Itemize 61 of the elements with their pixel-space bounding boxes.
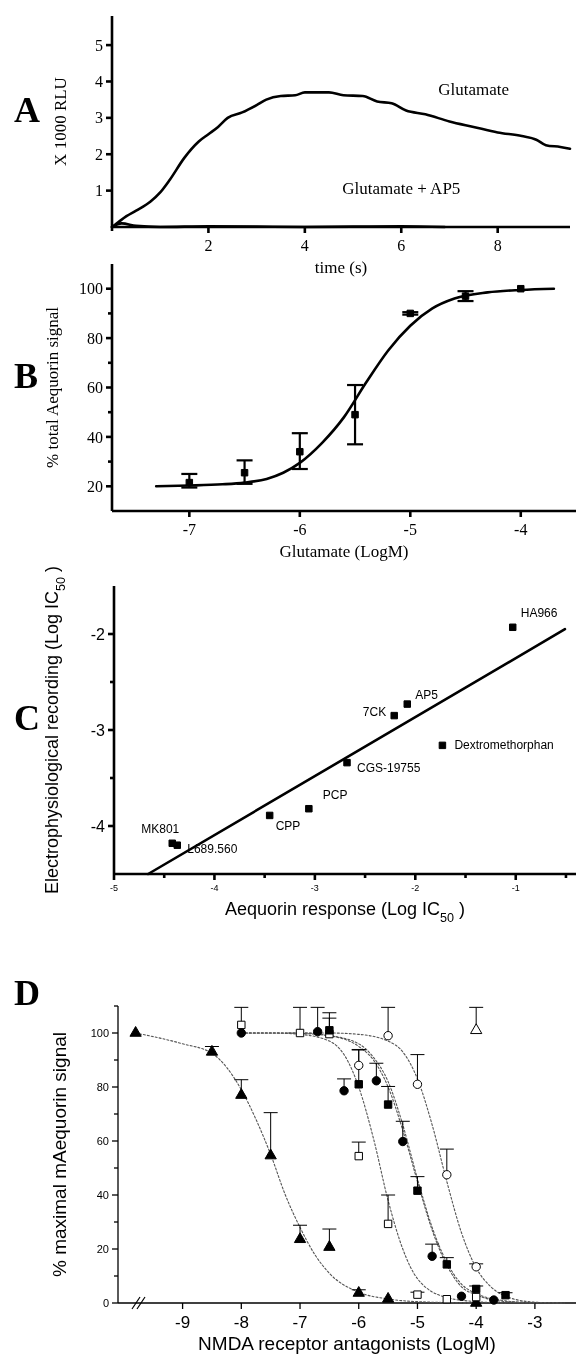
x-tick-label: -3 bbox=[527, 1313, 543, 1332]
x-axis-title: Glutamate (LogM) bbox=[279, 542, 409, 561]
annotation: PCP bbox=[322, 787, 348, 802]
y-tick-label: 1 bbox=[95, 182, 103, 200]
y-tick-label: 60 bbox=[96, 1134, 109, 1147]
x-tick-label: -6 bbox=[293, 521, 307, 538]
y-axis-title: % maximal mAequorin signal bbox=[49, 1032, 70, 1277]
text: B bbox=[14, 355, 39, 396]
series-label: Glutamate bbox=[438, 79, 509, 99]
annotation: AP5 bbox=[415, 688, 439, 703]
x-tick-label: -7 bbox=[182, 521, 196, 538]
x-axis-title: time (s) bbox=[314, 258, 368, 277]
y-tick-label: 80 bbox=[87, 329, 103, 347]
x-tick-label: -4 bbox=[468, 1313, 484, 1332]
x-tick-label: -1 bbox=[511, 883, 520, 893]
x-tick-label: -4 bbox=[514, 521, 528, 538]
y-tick-label: 20 bbox=[96, 1242, 109, 1255]
x-tick-label: -4 bbox=[210, 883, 219, 893]
y-tick-label: 100 bbox=[79, 280, 103, 298]
y-tick-label: 5 bbox=[95, 36, 103, 54]
x-tick-label: 2 bbox=[204, 237, 213, 254]
y-tick-label: 60 bbox=[87, 379, 103, 397]
y-tick-label: 0 bbox=[102, 1296, 109, 1309]
x-tick-label: 4 bbox=[300, 237, 309, 254]
y-tick-label: 4 bbox=[95, 73, 103, 91]
y-tick-label: 80 bbox=[96, 1080, 109, 1093]
x-axis-title: Aequorin response (Log IC$_{50}$ ) bbox=[224, 899, 466, 925]
y-tick-label: -3 bbox=[90, 721, 106, 739]
x-tick-label: 6 bbox=[397, 237, 406, 254]
y-tick-label: 40 bbox=[96, 1188, 109, 1201]
y-tick-label: 100 bbox=[90, 1026, 109, 1039]
y-axis-title: X 1000 RLU bbox=[51, 77, 70, 166]
annotation: CGS-19755 bbox=[357, 760, 421, 775]
annotation: 7CK bbox=[362, 704, 387, 719]
x-axis-title: NMDA receptor antagonists (LogM) bbox=[198, 1333, 496, 1354]
x-tick-label: -2 bbox=[411, 883, 420, 893]
x-tick-label: -7 bbox=[292, 1313, 308, 1332]
annotation: L689.560 bbox=[187, 842, 238, 857]
text: A bbox=[14, 89, 40, 130]
x-tick-label: -3 bbox=[310, 883, 319, 893]
x-tick-label: -5 bbox=[409, 1313, 426, 1332]
x-tick-label: -6 bbox=[351, 1313, 367, 1332]
y-axis-title: % total Aequorin signal bbox=[43, 306, 62, 469]
annotation: Dextromethorphan bbox=[454, 737, 554, 752]
annotation: HA966 bbox=[520, 606, 558, 621]
annotation: CPP bbox=[275, 818, 301, 833]
x-tick-label: -5 bbox=[403, 521, 417, 538]
x-tick-label: -8 bbox=[233, 1313, 249, 1332]
annotation: MK801 bbox=[141, 822, 180, 837]
x-tick-label: 8 bbox=[493, 237, 502, 254]
chart-title: D bbox=[14, 972, 40, 1013]
y-tick-label: 20 bbox=[87, 477, 103, 495]
y-tick-label: 2 bbox=[95, 145, 103, 163]
series-label: Glutamate + AP5 bbox=[342, 179, 461, 199]
y-tick-label: -2 bbox=[90, 625, 106, 643]
x-tick-label: -5 bbox=[109, 883, 119, 893]
y-tick-label: 40 bbox=[87, 428, 103, 446]
y-tick-label: -4 bbox=[90, 817, 106, 835]
text: C bbox=[14, 698, 40, 738]
y-tick-label: 3 bbox=[95, 109, 103, 127]
x-tick-label: -9 bbox=[175, 1313, 191, 1332]
